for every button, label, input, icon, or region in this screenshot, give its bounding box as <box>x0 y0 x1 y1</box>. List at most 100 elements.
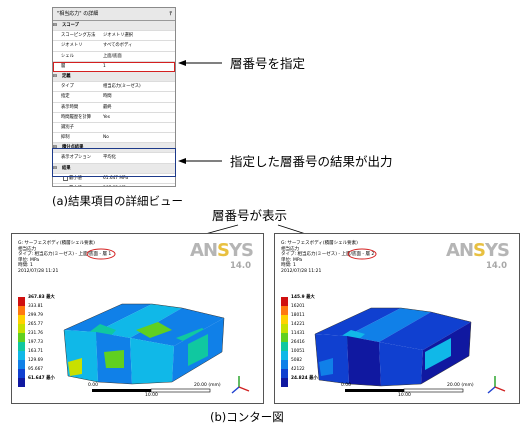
annotation-layer-result: 指定した層番号の結果が出力 <box>230 154 393 169</box>
legend-swatch <box>281 351 288 360</box>
legend-swatch <box>281 315 288 324</box>
property-value[interactable]: 相当応力(ミーゼス) <box>103 84 141 90</box>
legend-label: 11431 <box>291 331 305 336</box>
pin-icon[interactable]: ⫯ <box>169 10 172 17</box>
legend-swatch <box>18 342 25 351</box>
property-name: 指定 <box>61 94 70 100</box>
plot-type-line: タイプ: 相当応力(ミーゼス) - 上面/底面 - 層 2 <box>281 252 375 258</box>
collapse-icon[interactable]: ⊟ <box>53 23 57 28</box>
plot-type-line: タイプ: 相当応力(ミーゼス) - 上面/底面 - 層 1 <box>18 252 112 258</box>
scale-label-start: 0.00 <box>341 383 352 388</box>
details-property-row[interactable]: 表示オプション 平均化 <box>53 153 175 164</box>
contour-plot-layer-1[interactable]: G: サーフェスボディ(積層シェル要素) 相当応力 タイプ: 相当応力(ミーゼス) … <box>11 233 264 404</box>
details-property-row[interactable]: タイプ 相当応力(ミーゼス) <box>53 82 175 93</box>
property-name: シェル <box>61 53 74 59</box>
property-name: ジオメトリ <box>61 43 83 49</box>
legend-label: 367.83 最大 <box>28 295 55 300</box>
details-property-row[interactable]: 最大値367.83 MPa <box>53 184 175 187</box>
legend-swatch <box>18 315 25 324</box>
property-value[interactable]: 367.83 MPa <box>103 184 173 186</box>
ansys-logo: ANSYS <box>446 240 510 261</box>
details-section-header[interactable]: ⊟ スコープ <box>53 21 175 32</box>
section-label: 積分点結果 <box>62 145 84 151</box>
property-name: 表示時間 <box>61 104 79 110</box>
details-property-row[interactable]: スコーピング方法 ジオメトリ選択 <box>53 31 175 42</box>
details-section-header[interactable]: ⊟ 定義 <box>53 71 175 83</box>
property-value[interactable]: 上面/底面 <box>103 53 122 59</box>
legend-label: 24.824 最小 <box>291 376 318 381</box>
legend-label: 231.76 <box>28 331 44 336</box>
collapse-icon[interactable]: ⊟ <box>53 165 57 171</box>
plot-header-line: 単位: MPa <box>18 257 40 263</box>
arrowhead-layer-result <box>178 158 186 164</box>
details-property-row[interactable]: ジオメトリ すべてのボディ <box>53 41 175 52</box>
caption-a: (a)結果項目の詳細ビュー <box>52 194 184 208</box>
legend-label: 61.647 最小 <box>28 376 55 381</box>
model-3d-view[interactable] <box>12 234 263 404</box>
legend-swatch <box>18 351 25 360</box>
property-value[interactable]: 1 <box>103 63 106 69</box>
annotation-layer-shown: 層番号が表示 <box>212 208 288 223</box>
caption-b: (b)コンター図 <box>210 410 284 424</box>
property-name: 識別子 <box>61 124 74 130</box>
details-panel-header: "相当応力" の詳細 ⫯ <box>53 8 175 21</box>
legend-swatch <box>281 378 288 387</box>
details-property-row[interactable]: 時間履歴を計算 Yes <box>53 113 175 123</box>
collapse-icon[interactable]: ⊟ <box>53 145 57 151</box>
contour-plot-layer-2[interactable]: G: サーフェスボディ(積層シェル要素) 相当応力 タイプ: 相当応力(ミーゼス) … <box>274 233 520 404</box>
model-3d-view[interactable] <box>275 234 519 404</box>
legend-swatch <box>281 333 288 342</box>
details-property-row[interactable]: 指定 時間 <box>53 92 175 103</box>
plot-header-line: 2012/07/28 11:21 <box>281 269 322 274</box>
plot-header-line: 2012/07/28 11:21 <box>18 269 59 274</box>
axis-triad-icon[interactable] <box>485 373 509 397</box>
scale-label-mid: 10.00 <box>145 393 158 398</box>
legend-swatch <box>18 369 25 378</box>
legend-label: 129.69 <box>28 358 44 363</box>
ansys-version: 14.0 <box>230 261 251 271</box>
legend-label: 145.9 最大 <box>291 295 315 300</box>
legend-label: 18011 <box>291 313 305 318</box>
section-label: スコープ <box>62 23 79 28</box>
property-value[interactable]: ジオメトリ選択 <box>103 33 134 39</box>
details-section-header[interactable]: ⊟ 結果 <box>53 163 175 174</box>
color-legend: 367.83 最大 333.81 299.79 265.77 231.76 197.73 1… <box>12 295 72 392</box>
property-value[interactable]: 平均化 <box>103 155 116 161</box>
property-name: 表示オプション <box>61 155 92 161</box>
scale-label-mid: 10.00 <box>398 393 411 398</box>
legend-swatch <box>18 333 25 342</box>
property-value[interactable]: 最終 <box>103 104 112 110</box>
property-value[interactable]: Yes <box>103 114 110 120</box>
property-name: 最小値 <box>69 175 82 181</box>
property-name: 抑制 <box>61 135 70 141</box>
plot-header-line: 時間: 1 <box>281 263 296 269</box>
property-value[interactable]: No <box>103 135 109 141</box>
ansys-logo: ANSYS <box>190 240 254 261</box>
plot-header-line: G: サーフェスボディ(積層シェル要素) <box>18 241 95 246</box>
ansys-version: 14.0 <box>486 261 507 271</box>
legend-swatch <box>18 360 25 369</box>
legend-swatch <box>281 360 288 369</box>
property-name: 層 <box>61 63 66 69</box>
layer-highlight-ellipse <box>86 248 116 260</box>
details-property-row[interactable]: 抑制 No <box>53 133 175 144</box>
legend-swatch <box>281 369 288 378</box>
legend-label: 299.79 <box>28 313 44 318</box>
property-value[interactable]: すべてのボディ <box>103 43 133 49</box>
checkbox[interactable] <box>63 186 68 187</box>
legend-swatch <box>18 378 25 387</box>
collapse-icon[interactable]: ⊟ <box>53 73 57 79</box>
property-value[interactable]: 時間 <box>103 94 112 100</box>
result-highlight-box <box>52 148 176 177</box>
details-property-row[interactable]: 識別子 <box>53 123 175 134</box>
details-property-row[interactable]: シェル 上面/底面 <box>53 52 175 62</box>
scale-label-end: 20.00 (mm) <box>447 383 474 388</box>
scale-bar <box>345 388 464 393</box>
axis-triad-icon[interactable] <box>229 373 253 397</box>
legend-label: 16201 <box>291 304 305 309</box>
plot-header-line: 単位: MPa <box>281 257 303 263</box>
details-property-row[interactable]: 表示時間 最終 <box>53 103 175 113</box>
plot-header-line: 相当応力 <box>281 246 299 252</box>
property-value[interactable]: 61.647 MPa <box>103 175 129 181</box>
